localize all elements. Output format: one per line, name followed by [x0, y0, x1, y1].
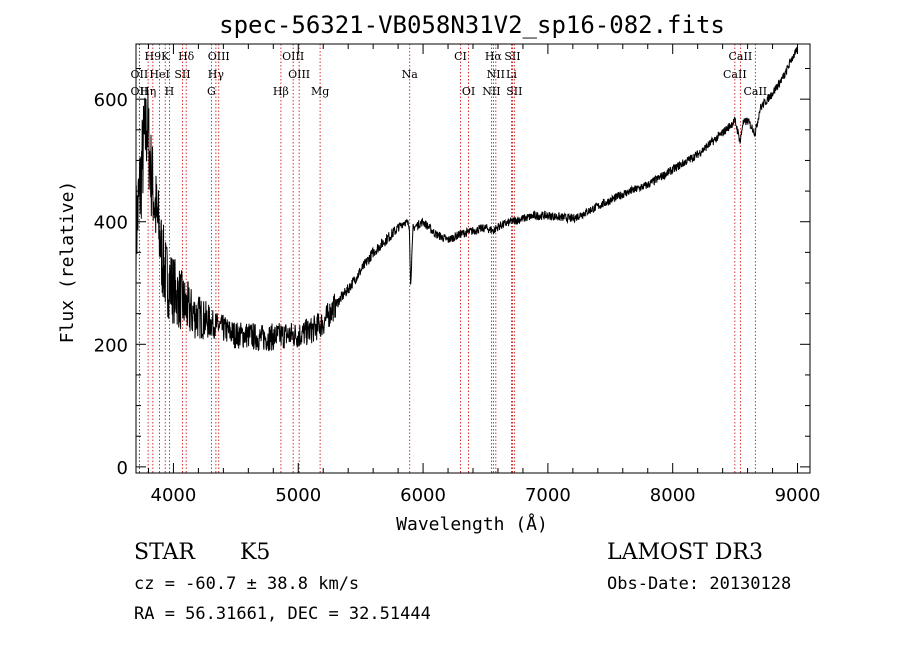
line-label: OII	[131, 68, 149, 81]
line-label: OII	[131, 85, 149, 98]
x-tick-label: 5000	[275, 485, 321, 506]
line-label: SII	[504, 50, 520, 63]
y-tick-label: 0	[117, 458, 128, 479]
x-axis-ticks: 4000 5000 6000 7000 8000 9000	[147, 44, 821, 506]
line-label: Hγ	[208, 68, 225, 81]
emission-line-markers	[138, 44, 756, 473]
line-label: Hβ	[273, 85, 289, 98]
line-label: CI	[454, 50, 467, 63]
plot-frame	[135, 43, 811, 474]
line-label: K	[161, 50, 170, 63]
line-label: H9	[145, 50, 162, 63]
y-axis-label: Flux (relative)	[57, 181, 78, 344]
line-label: Hδ	[178, 50, 195, 63]
line-label: Hα	[485, 50, 503, 63]
line-label: H	[165, 85, 175, 98]
line-label: HeI	[149, 68, 169, 81]
spectrum-series-line	[135, 47, 798, 352]
y-axis-ticks: 0 200 400 600	[94, 68, 810, 479]
observation-date: Obs-Date: 20130128	[607, 574, 792, 594]
line-label: OIII	[208, 50, 230, 63]
chart-title: spec-56321-VB058N31V2_sp16-082.fits	[219, 11, 725, 39]
object-subclass: K5	[240, 540, 271, 565]
line-label: CaII	[729, 50, 753, 63]
y-tick-label: 600	[94, 90, 128, 111]
x-axis-label: Wavelength (Å)	[396, 513, 548, 535]
line-label: Li	[506, 68, 517, 81]
line-label: SII	[174, 68, 190, 81]
x-tick-label: 4000	[151, 485, 197, 506]
x-tick-label: 9000	[775, 485, 821, 506]
x-tick-label: 7000	[525, 485, 571, 506]
line-label: G	[207, 85, 216, 98]
line-label: OI	[462, 85, 475, 98]
y-tick-label: 400	[94, 213, 128, 234]
x-tick-label: 8000	[650, 485, 696, 506]
line-label: SII	[506, 85, 522, 98]
x-tick-label: 6000	[400, 485, 446, 506]
sky-coordinates: RA = 56.31661, DEC = 32.51444	[134, 604, 431, 624]
survey-name: LAMOST DR3	[607, 540, 763, 565]
line-label: Na	[402, 68, 419, 81]
line-label: CaII	[723, 68, 747, 81]
line-label: CaII	[743, 85, 767, 98]
line-label: OIII	[282, 50, 304, 63]
y-tick-label: 200	[94, 335, 128, 356]
object-class: STAR	[134, 540, 195, 565]
line-label: Mg	[311, 85, 329, 98]
redshift-value: cz = -60.7 ± 38.8 km/s	[134, 574, 360, 594]
line-label: NII	[482, 85, 500, 98]
line-label: NII	[487, 68, 505, 81]
line-label: OIII	[288, 68, 310, 81]
